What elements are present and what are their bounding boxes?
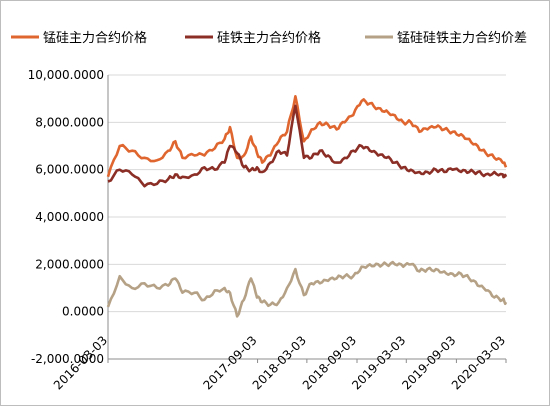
series-line [107,104,508,188]
y-tick-label: 4,000.0000 [35,210,104,224]
legend-label: 硅铁主力合约价格 [217,30,321,46]
y-tick-label: 0.0000 [62,305,104,319]
y-axis-labels: 10,000.0000 8,000.0000 6,000.0000 4,000.000… [28,68,104,366]
chart-axes [107,75,507,363]
series-line [106,260,508,318]
chart-legend: 锰硅主力合约价格 硅铁主力合约价格 锰硅硅铁主力合约价差 [11,30,527,46]
legend-item: 锰硅硅铁主力合约价差 [365,31,527,46]
series-3 [106,260,508,318]
chart-series [106,95,508,318]
legend-label: 锰硅主力合约价格 [43,30,147,46]
series-1 [106,95,508,178]
y-tick-label: -2,000.0000 [31,352,104,366]
series-line [106,95,508,178]
legend-label: 锰硅硅铁主力合约价差 [397,31,527,46]
series-2 [107,104,508,188]
y-tick-label: 2,000.0000 [35,257,104,271]
chart-gridlines [108,74,506,360]
x-axis-labels: 2016-03-03 2017-09-032018-03-032018-09-03… [51,333,508,392]
y-tick-label: 8,000.0000 [35,115,104,129]
y-tick-label: 6,000.0000 [35,163,104,177]
x-tick-label: 2020-03-03 [449,333,508,392]
legend-item: 硅铁主力合约价格 [185,30,321,46]
y-tick-label: 10,000.0000 [28,68,104,82]
legend-item: 锰硅主力合约价格 [11,30,147,46]
